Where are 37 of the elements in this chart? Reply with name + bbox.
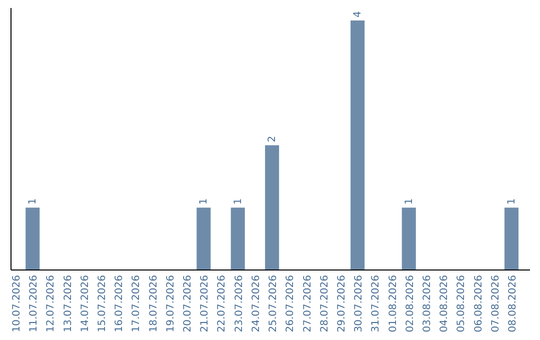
x-tick-label: 26.07.2026	[285, 275, 296, 332]
x-tick-label: 28.07.2026	[319, 275, 330, 332]
x-tick-label: 24.07.2026	[250, 275, 262, 332]
x-tick-label: 04.08.2026	[439, 275, 450, 332]
x-tick-label: 19.07.2026	[165, 275, 176, 332]
x-tick-label: 01.08.2026	[388, 275, 399, 332]
x-tick-label: 14.07.2026	[80, 275, 91, 332]
x-tick-label: 10.07.2026	[12, 275, 23, 332]
x-tick-label: 20.07.2026	[182, 275, 194, 332]
data-label: 1	[232, 198, 244, 205]
data-label: 2	[267, 136, 278, 142]
x-tick-label: 03.08.2026	[422, 275, 433, 332]
x-tick-label: 06.08.2026	[473, 275, 484, 332]
data-label: 1	[28, 198, 39, 205]
x-tick-label: 13.07.2026	[62, 275, 74, 332]
x-tick-label: 15.07.2026	[97, 275, 108, 332]
x-tick-label: 21.07.2026	[200, 275, 211, 332]
x-tick-label: 08.08.2026	[507, 275, 518, 332]
data-label: 1	[506, 198, 518, 205]
x-tick-label: 12.07.2026	[46, 275, 57, 332]
x-tick-label: 23.07.2026	[234, 275, 245, 332]
x-tick-label: 27.07.2026	[302, 275, 314, 332]
x-tick-label: 30.07.2026	[354, 275, 365, 332]
x-tick-label: 05.08.2026	[456, 275, 468, 332]
x-tick-label: 18.07.2026	[148, 275, 160, 332]
data-label: 4	[352, 11, 364, 18]
x-tick-label: 17.07.2026	[131, 275, 142, 332]
x-tick-label: 07.08.2026	[490, 275, 502, 332]
x-tick-label: 29.07.2026	[336, 275, 348, 332]
data-label: 1	[404, 198, 415, 205]
x-tick-label: 25.07.2026	[268, 275, 280, 332]
x-tick-label: 31.07.2026	[370, 275, 382, 332]
data-label: 1	[198, 198, 210, 205]
x-tick-label: 02.08.2026	[404, 275, 416, 332]
x-tick-label: 16.07.2026	[114, 275, 126, 332]
x-tick-label: 22.07.2026	[216, 275, 228, 332]
x-tick-label: 11.07.2026	[28, 275, 40, 332]
